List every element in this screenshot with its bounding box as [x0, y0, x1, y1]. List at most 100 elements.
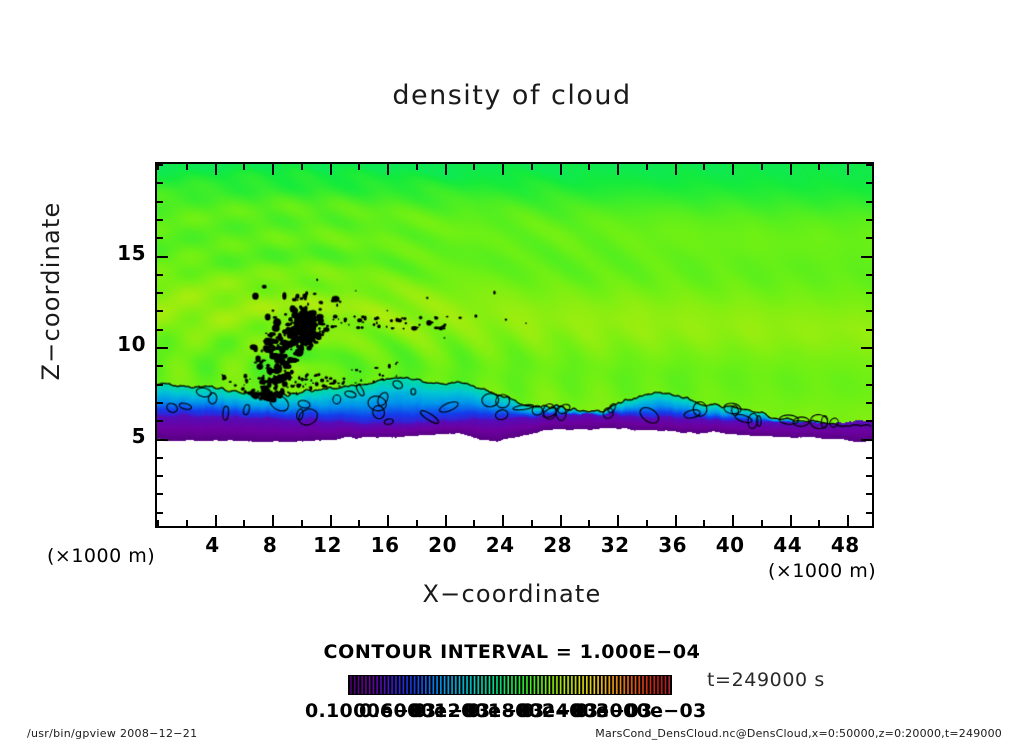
- y-tick: [157, 401, 163, 404]
- y-tick: [157, 347, 168, 349]
- x-tick-label: 8: [262, 533, 278, 557]
- y-tick-right: [866, 420, 872, 423]
- y-tick: [157, 218, 163, 221]
- x-axis-title: X−coordinate: [422, 580, 602, 608]
- y-tick: [157, 310, 163, 313]
- y-tick-right: [866, 456, 872, 459]
- density-field-heatmap: [157, 164, 872, 526]
- y-tick-right: [861, 347, 872, 349]
- x-tick: [329, 515, 332, 526]
- x-tick: [387, 515, 390, 526]
- colorbar: [348, 675, 672, 695]
- x-tick-top: [703, 164, 706, 170]
- y-tick: [157, 438, 168, 441]
- y-tick-right: [866, 237, 872, 240]
- y-tick-right: [861, 438, 872, 441]
- x-tick: [847, 515, 850, 526]
- colorbar-tick-label: 0.2400e−03: [521, 700, 653, 722]
- y-tick-right: [866, 365, 872, 368]
- x-tick: [300, 520, 303, 526]
- y-tick: [157, 182, 163, 185]
- x-tick-top: [617, 164, 620, 175]
- x-tick-top: [329, 164, 332, 175]
- y-tick-right: [861, 255, 872, 258]
- x-tick-top: [502, 164, 505, 175]
- x-tick-top: [185, 164, 188, 170]
- x-tick: [415, 520, 418, 526]
- y-tick: [157, 493, 163, 496]
- x-tick-label: 24: [485, 533, 515, 557]
- colorbar-gradient: [348, 675, 672, 695]
- x-tick: [502, 515, 505, 526]
- x-tick-label: 16: [370, 533, 400, 557]
- y-tick-right: [866, 292, 872, 295]
- x-tick-top: [789, 164, 792, 175]
- x-tick-top: [473, 164, 476, 170]
- y-tick-right: [866, 475, 872, 478]
- y-tick-right: [866, 401, 872, 404]
- x-tick: [473, 520, 476, 526]
- x-tick-top: [760, 164, 763, 170]
- x-tick-label: 12: [313, 533, 342, 557]
- x-tick-label: 48: [830, 533, 860, 557]
- x-tick: [645, 520, 648, 526]
- x-tick-top: [588, 164, 591, 170]
- plot-frame: [155, 162, 874, 528]
- page-title: density of cloud: [392, 80, 632, 111]
- x-tick: [818, 520, 821, 526]
- x-tick-top: [530, 164, 533, 170]
- x-tick-top: [674, 164, 677, 175]
- x-tick-top: [732, 164, 735, 175]
- colorbar-tick-label: 0.1000e−03: [305, 700, 437, 722]
- x-tick-label: 36: [658, 533, 688, 557]
- y-tick-label: 10: [117, 332, 146, 356]
- x-tick-top: [559, 164, 562, 175]
- x-axis-unit-left: (×1000 m): [47, 545, 156, 567]
- x-tick-top: [415, 164, 418, 170]
- x-tick: [703, 520, 706, 526]
- y-tick-right: [866, 383, 872, 386]
- x-tick: [530, 520, 533, 526]
- y-tick-label: 15: [117, 240, 146, 265]
- y-tick: [157, 237, 163, 240]
- y-tick: [157, 328, 163, 331]
- x-tick: [358, 520, 361, 526]
- x-tick-label: 40: [715, 533, 745, 557]
- colorbar-tick-label: 0.6000e−03: [359, 700, 491, 722]
- y-tick: [157, 273, 163, 276]
- x-tick: [559, 515, 562, 526]
- x-tick-top: [387, 164, 390, 175]
- x-tick: [760, 520, 763, 526]
- y-tick-right: [866, 200, 872, 203]
- y-tick: [157, 511, 163, 514]
- x-tick: [243, 520, 246, 526]
- y-tick-right: [866, 182, 872, 185]
- colorbar-tick-label: 0.1200e−03: [413, 700, 545, 722]
- y-tick: [157, 164, 163, 166]
- x-axis-unit-right: (×1000 m): [768, 560, 877, 582]
- y-tick: [157, 420, 163, 423]
- y-tick: [157, 200, 163, 203]
- x-tick: [588, 520, 591, 526]
- y-tick-right: [866, 273, 872, 276]
- x-tick: [272, 515, 275, 526]
- x-tick: [185, 520, 188, 526]
- y-tick-right: [866, 328, 872, 331]
- y-tick-right: [866, 493, 872, 496]
- x-tick: [157, 520, 159, 526]
- x-tick-top: [847, 164, 850, 175]
- x-tick-top: [358, 164, 361, 170]
- x-tick-label: 44: [773, 533, 803, 557]
- time-annotation: t=249000 s: [707, 669, 825, 691]
- footer-command: /usr/bin/gpview 2008−12−21: [27, 727, 198, 740]
- footer-dataset-info: MarsCond_DensCloud.nc@DensCloud,x=0:5000…: [595, 727, 1002, 740]
- y-tick: [157, 383, 163, 386]
- x-tick-label: 28: [543, 533, 573, 557]
- y-tick: [157, 456, 163, 459]
- x-tick-top: [243, 164, 246, 170]
- x-tick-top: [157, 164, 159, 170]
- colorbar-tick-labels: 0.1000e−03 0.6000e−03 0.1200e−03 0.1800e−03…: [0, 700, 1024, 724]
- y-tick-right: [866, 310, 872, 313]
- x-tick: [214, 515, 217, 526]
- x-tick-top: [214, 164, 217, 175]
